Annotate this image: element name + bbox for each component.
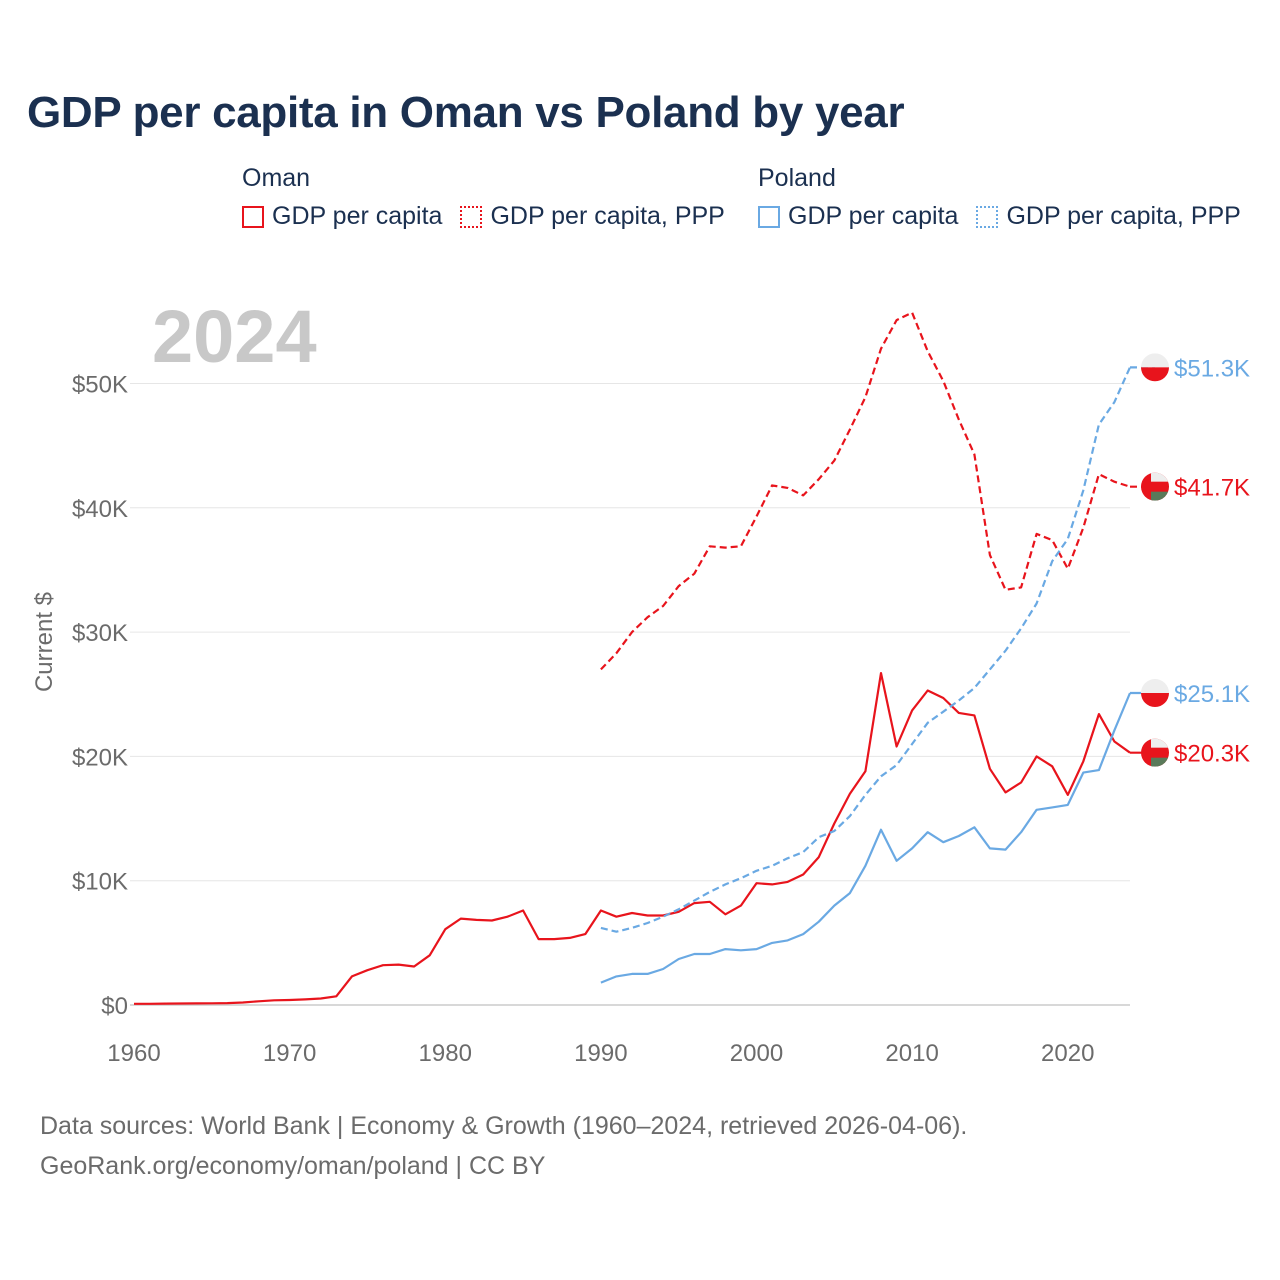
end-value-label: $51.3K (1174, 355, 1250, 382)
footer: Data sources: World Bank | Economy & Gro… (40, 1106, 967, 1186)
series-line-oman-ppp (600, 311, 1131, 671)
series-line-oman-gdp (134, 672, 1131, 1005)
legend-item-label: GDP per capita, PPP (1006, 202, 1241, 230)
legend-item-poland-gdp-ppp[interactable]: GDP per capita, PPP (976, 202, 1241, 231)
poland-flag-icon (1141, 679, 1169, 708)
legend-item-poland-gdp[interactable]: GDP per capita (758, 202, 958, 231)
legend-item-label: GDP per capita (788, 202, 959, 230)
year-watermark: 2024 (152, 295, 317, 378)
series-line-poland-gdp (600, 692, 1132, 984)
x-tick-label: 2000 (730, 1040, 783, 1067)
end-value-label: $20.3K (1174, 741, 1250, 768)
x-tick-label: 1970 (263, 1040, 316, 1067)
legend-swatch-dotted (976, 205, 999, 228)
x-tick-label: 2010 (885, 1040, 938, 1067)
oman-flag-icon (1141, 738, 1169, 767)
y-axis-label: Current $ (31, 592, 58, 692)
end-value-label: $25.1K (1174, 681, 1250, 708)
legend-item-oman-gdp[interactable]: GDP per capita (242, 202, 442, 231)
poland-flag-icon (1141, 353, 1169, 382)
legend-group-label: Oman (242, 164, 311, 192)
x-tick-label: 1980 (419, 1040, 472, 1067)
y-tick-label: $20K (72, 744, 128, 771)
series-line-poland-ppp (600, 366, 1132, 933)
legend-swatch-dotted (460, 205, 483, 228)
legend-swatch-solid (758, 205, 780, 228)
chart-title: GDP per capita in Oman vs Poland by year (27, 88, 905, 137)
x-tick-label: 1990 (574, 1040, 627, 1067)
x-tick-label: 2020 (1041, 1040, 1094, 1067)
y-tick-label: $40K (72, 496, 128, 523)
footer-credit: GeoRank.org/economy/oman/poland | CC BY (40, 1152, 546, 1180)
legend-group-oman: Oman GDP per capita GDP per capita, PPP (242, 160, 725, 231)
y-tick-label: $50K (72, 372, 128, 399)
y-tick-label: $30K (72, 620, 128, 647)
legend-item-oman-gdp-ppp[interactable]: GDP per capita, PPP (460, 202, 725, 231)
legend-group-label: Poland (758, 164, 836, 192)
x-tick-label: 1960 (107, 1040, 160, 1067)
end-value-label: $41.7K (1174, 475, 1250, 502)
legend-group-poland: Poland GDP per capita GDP per capita, PP… (758, 160, 1241, 231)
y-tick-label: $10K (72, 869, 128, 896)
legend-item-label: GDP per capita, PPP (490, 202, 725, 230)
y-tick-label: $0 (101, 993, 128, 1020)
legend-item-label: GDP per capita (272, 202, 443, 230)
legend-swatch-solid (242, 205, 264, 228)
oman-flag-icon (1141, 472, 1169, 501)
footer-sources: Data sources: World Bank | Economy & Gro… (40, 1112, 968, 1140)
